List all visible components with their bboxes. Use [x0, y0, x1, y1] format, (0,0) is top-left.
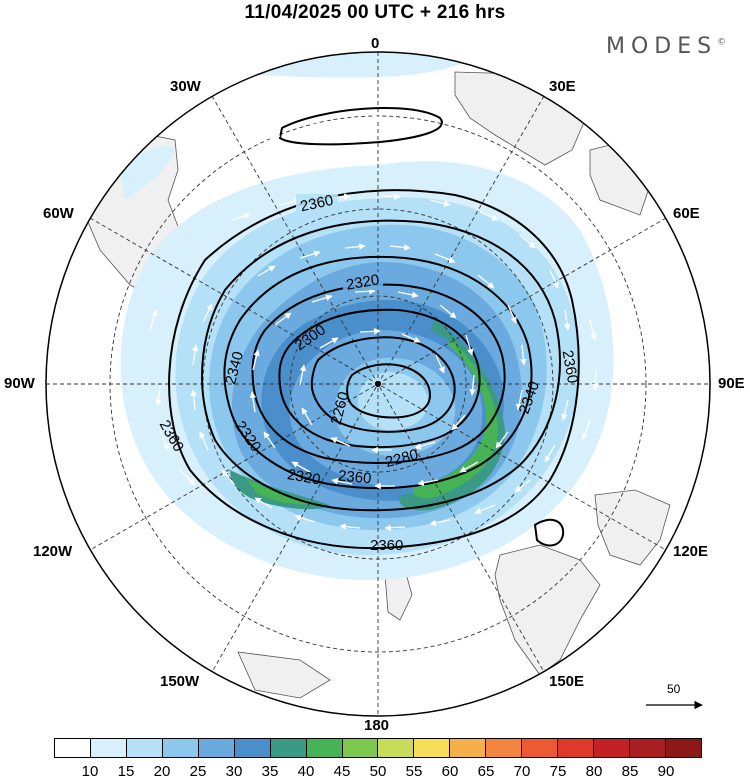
lon-label-60w: 60W [43, 205, 74, 222]
colorbar-swatch [486, 739, 523, 757]
colorbar-swatch [665, 739, 701, 757]
contour-label: 2360 [299, 192, 335, 216]
height-contours [168, 106, 580, 550]
colorbar-swatch [342, 739, 379, 757]
colorbar-swatch [558, 739, 595, 757]
colorbar-tick-label: 75 [549, 763, 567, 780]
colorbar-tick-label: 15 [117, 763, 135, 780]
colorbar-swatch [630, 739, 666, 757]
contour-label: 2320 [345, 271, 381, 294]
colorbar-tick-label: 90 [657, 763, 675, 780]
colorbar-tick-label: 40 [297, 763, 315, 780]
contour-label: 2320 [286, 466, 322, 489]
lon-label-150w: 150W [160, 673, 200, 690]
copyright-mark: © [717, 37, 727, 48]
lon-label-150e: 150E [549, 673, 585, 690]
colorbar-tick-label: 85 [621, 763, 639, 780]
contour-label: 2360 [337, 467, 372, 487]
colorbar-tick-label: 45 [333, 763, 351, 780]
pole-marker [375, 381, 381, 387]
colorbar-tick-label: 25 [189, 763, 207, 780]
lon-label-180: 180 [364, 717, 390, 734]
colorbar-tick-label: 20 [153, 763, 171, 780]
colorbar-swatch [378, 739, 415, 757]
colorbar-swatch [90, 739, 127, 757]
colorbar-swatch [594, 739, 630, 757]
colorbar-tick-label: 80 [585, 763, 603, 780]
colorbar-tick-label: 70 [513, 763, 531, 780]
colorbar-swatch [414, 739, 451, 757]
wind-vectors [149, 114, 599, 595]
brand-logo: MODES© [606, 34, 726, 59]
colorbar-swatch [55, 739, 91, 757]
lon-label-30e: 30E [549, 78, 576, 95]
contour-label: 2360 [559, 349, 582, 385]
colorbar-swatch [198, 739, 235, 757]
lon-label-0: 0 [371, 35, 380, 52]
map-layers [46, 52, 710, 716]
lon-label-90e: 90E [718, 375, 745, 392]
colorbar-swatch [450, 739, 487, 757]
vector-scale-label: 50 [667, 682, 681, 696]
colorbar-tick-label: 35 [261, 763, 279, 780]
lon-label-120e: 120E [673, 543, 709, 560]
map-boundary [45, 51, 711, 717]
colorbar-swatch [162, 739, 199, 757]
colorbar-tick-label: 10 [81, 763, 99, 780]
colorbar-swatch [522, 739, 559, 757]
map-title: 11/04/2025 00 UTC + 216 hrs [244, 2, 506, 23]
colorbar-tick-label: 60 [441, 763, 459, 780]
lon-label-120w: 120W [33, 543, 73, 560]
colorbar-tick-label: 30 [225, 763, 243, 780]
colorbar-swatch [234, 739, 271, 757]
colorbar-tick-label: 55 [405, 763, 423, 780]
brand-name: MODES [606, 34, 718, 59]
lon-label-60e: 60E [673, 205, 700, 222]
colorbar [54, 738, 702, 758]
colorbar-swatch [126, 739, 163, 757]
lon-label-30w: 30W [170, 78, 201, 95]
colorbar-tick-label: 50 [369, 763, 387, 780]
colorbar-swatch [270, 739, 307, 757]
lon-label-90w: 90W [4, 375, 35, 392]
colorbar-swatch [306, 739, 343, 757]
contour-label: 2360 [370, 537, 403, 554]
colorbar-tick-label: 65 [477, 763, 495, 780]
